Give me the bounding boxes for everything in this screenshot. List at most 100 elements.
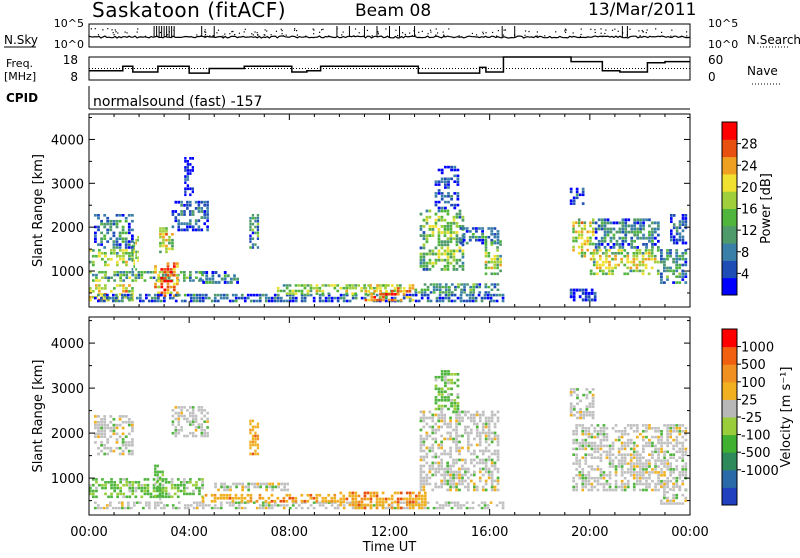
echo-cell bbox=[450, 165, 453, 169]
echo-cell bbox=[351, 506, 355, 510]
echo-cell bbox=[490, 437, 494, 441]
echo-cell bbox=[496, 479, 500, 483]
echo-cell bbox=[119, 486, 122, 490]
echo-cell bbox=[434, 467, 438, 471]
echo-cell bbox=[645, 476, 648, 480]
echo-cell bbox=[440, 404, 444, 408]
echo-cell bbox=[452, 464, 455, 468]
echo-cell bbox=[654, 221, 657, 225]
echo-cell bbox=[434, 252, 438, 256]
echo-cell bbox=[113, 287, 116, 290]
echo-cell bbox=[408, 500, 412, 504]
echo-cell bbox=[191, 409, 195, 412]
echo-cell bbox=[599, 456, 603, 459]
echo-cell bbox=[467, 482, 470, 486]
echo-cell bbox=[636, 236, 639, 240]
echo-cell bbox=[450, 506, 454, 510]
echo-cell bbox=[496, 246, 499, 249]
echo-cell bbox=[645, 236, 648, 240]
echo-cell bbox=[596, 430, 600, 433]
echo-cell bbox=[490, 464, 494, 468]
noise-search-dot bbox=[514, 34, 516, 36]
echo-cell bbox=[118, 231, 122, 235]
echo-cell bbox=[458, 237, 462, 241]
echo-cell bbox=[449, 416, 452, 420]
echo-cell bbox=[154, 494, 157, 498]
echo-cell bbox=[666, 275, 669, 278]
echo-cell bbox=[97, 446, 100, 450]
echo-cell bbox=[475, 422, 479, 426]
echo-cell bbox=[98, 287, 101, 290]
echo-cell bbox=[124, 446, 128, 450]
echo-cell bbox=[122, 279, 125, 282]
echo-cell bbox=[441, 291, 445, 294]
echo-cell bbox=[660, 252, 663, 255]
echo-cell bbox=[115, 423, 119, 427]
echo-cell bbox=[577, 218, 581, 222]
echo-cell bbox=[156, 488, 159, 492]
noise-search-dot bbox=[322, 28, 324, 30]
echo-cell bbox=[454, 288, 457, 291]
echo-cell bbox=[590, 453, 594, 456]
echo-cell bbox=[663, 465, 666, 468]
echo-cell bbox=[134, 495, 138, 499]
echo-cell bbox=[437, 218, 441, 222]
echo-cell bbox=[198, 501, 202, 504]
echo-cell bbox=[584, 453, 588, 456]
noise-search-dot bbox=[395, 29, 397, 31]
echo-cell bbox=[133, 501, 136, 504]
noise-search-dot bbox=[626, 34, 628, 36]
echo-cell bbox=[446, 488, 449, 492]
echo-cell bbox=[423, 293, 427, 297]
echo-cell bbox=[112, 423, 116, 427]
echo-cell bbox=[437, 200, 441, 204]
echo-cell bbox=[431, 443, 435, 447]
echo-cell bbox=[189, 213, 192, 216]
echo-cell bbox=[657, 239, 660, 243]
echo-cell bbox=[165, 227, 168, 230]
echo-cell bbox=[103, 246, 107, 249]
echo-cell bbox=[366, 497, 370, 501]
echo-cell bbox=[223, 485, 226, 489]
echo-cell bbox=[422, 455, 426, 459]
echo-cell bbox=[609, 239, 613, 243]
echo-cell bbox=[577, 221, 581, 225]
echo-cell bbox=[449, 464, 452, 468]
echo-cell bbox=[131, 438, 134, 441]
echo-cell bbox=[630, 227, 634, 231]
echo-cell bbox=[583, 251, 587, 255]
echo-cell bbox=[630, 239, 634, 243]
echo-cell bbox=[154, 504, 157, 507]
echo-cell bbox=[159, 250, 162, 254]
echo-cell bbox=[593, 450, 597, 454]
echo-cell bbox=[624, 236, 628, 240]
echo-cell bbox=[626, 257, 630, 261]
echo-cell bbox=[447, 192, 450, 195]
echo-cell bbox=[312, 501, 316, 504]
echo-cell bbox=[672, 456, 675, 459]
echo-cell bbox=[606, 221, 610, 225]
echo-cell bbox=[444, 177, 447, 181]
echo-cell bbox=[426, 501, 430, 504]
echo-cell bbox=[422, 479, 426, 483]
echo-cell bbox=[478, 419, 482, 423]
echo-cell bbox=[608, 254, 611, 258]
echo-cell bbox=[163, 504, 166, 507]
echo-cell bbox=[639, 224, 642, 228]
echo-cell bbox=[113, 481, 116, 484]
echo-cell bbox=[499, 263, 502, 267]
echo-cell bbox=[496, 288, 500, 291]
echo-cell bbox=[684, 252, 688, 255]
echo-cell bbox=[666, 462, 669, 465]
noise-search-dot bbox=[102, 29, 104, 31]
echo-cell bbox=[390, 504, 394, 507]
echo-cell bbox=[645, 488, 648, 492]
echo-cell bbox=[125, 483, 129, 487]
echo-cell bbox=[119, 481, 122, 484]
echo-cell bbox=[330, 496, 334, 500]
echo-cell bbox=[186, 184, 189, 187]
echo-cell bbox=[189, 222, 192, 226]
echo-cell bbox=[134, 279, 138, 282]
echo-cell bbox=[97, 415, 100, 418]
echo-cell bbox=[251, 434, 255, 438]
